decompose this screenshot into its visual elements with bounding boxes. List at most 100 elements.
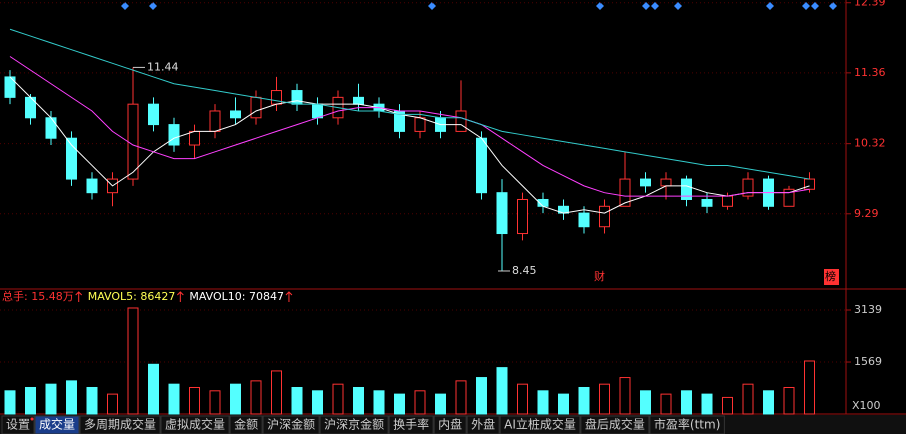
- tab-background: [229, 415, 263, 434]
- volume-bar: [107, 393, 118, 415]
- tab-background: [262, 415, 320, 434]
- volume-bar: [435, 393, 446, 415]
- event-marker: 榜: [825, 269, 836, 283]
- tab-background: [319, 415, 389, 434]
- tab-background: [466, 415, 500, 434]
- tab[interactable]: AI立桩成交量: [504, 417, 576, 432]
- candle-body: [783, 188, 795, 207]
- volume-bar: [763, 390, 774, 415]
- moving-average-line: [9, 76, 810, 214]
- tab-background: [580, 415, 650, 434]
- candle-body: [168, 124, 180, 146]
- tab[interactable]: 盘后成交量: [585, 417, 645, 432]
- candle-body: [353, 96, 364, 105]
- volume-bar: [271, 370, 282, 415]
- volume-bar: [414, 390, 426, 415]
- candle-body: [599, 205, 610, 228]
- candle-body: [86, 178, 98, 194]
- tab[interactable]: 成交量: [39, 417, 75, 432]
- candle-body: [455, 110, 467, 132]
- high-annotation: 11.44: [147, 60, 179, 73]
- tab[interactable]: 外盘: [471, 417, 495, 432]
- tab[interactable]: 沪深金额: [267, 417, 315, 432]
- tab[interactable]: 金额: [234, 417, 258, 432]
- candle-body: [230, 110, 241, 119]
- moving-average-line: [9, 56, 810, 197]
- unit-label: X100: [852, 399, 881, 412]
- tab[interactable]: 设置: [6, 418, 30, 432]
- tab[interactable]: 内盘: [438, 417, 462, 432]
- candle-body: [742, 178, 754, 197]
- candle-body: [660, 178, 672, 187]
- tab[interactable]: 换手率: [393, 417, 429, 432]
- candle-body: [209, 110, 221, 132]
- y-tick-label: 3139: [854, 303, 882, 316]
- candle-body: [148, 103, 159, 126]
- volume-bar: [209, 390, 221, 415]
- candle-body: [619, 178, 631, 207]
- y-tick-label: 1569: [854, 355, 882, 368]
- candle-body: [250, 96, 262, 119]
- candle-body: [722, 195, 733, 207]
- volume-bar: [312, 390, 323, 415]
- volume-bar: [394, 393, 405, 415]
- volume-bar: [496, 367, 508, 415]
- candle-body: [578, 212, 590, 228]
- volume-bar: [640, 390, 651, 415]
- volume-bar: [476, 377, 487, 415]
- volume-bar: [701, 393, 713, 415]
- tab-background: [79, 415, 161, 434]
- tab[interactable]: 多周期成交量: [84, 417, 156, 432]
- event-marker-box: [824, 269, 839, 285]
- tab-background: [499, 415, 581, 434]
- tab-background: [160, 415, 230, 434]
- tab-background: [34, 415, 80, 434]
- event-diamonds: [121, 2, 837, 10]
- tab[interactable]: 市盈率(ttm): [654, 417, 720, 432]
- candle-body: [66, 137, 77, 180]
- candle-body: [496, 192, 508, 235]
- candle-body: [271, 90, 282, 105]
- indicator-header: MAVOL10: 70847: [189, 290, 284, 303]
- volume-bar: [681, 390, 692, 415]
- candle-body: [127, 103, 139, 180]
- volume-bar: [168, 383, 180, 415]
- tab-background: [388, 415, 434, 434]
- moving-average-line: [9, 28, 810, 180]
- volume-bar: [619, 377, 631, 415]
- volume-bar: [722, 396, 733, 415]
- volume-bar: [45, 383, 57, 415]
- volume-bar: [148, 363, 159, 415]
- volume-bar: [537, 390, 549, 415]
- volume-bar: [373, 390, 385, 415]
- volume-bar: [291, 386, 303, 415]
- volume-bar: [250, 380, 262, 415]
- volume-bar: [25, 386, 36, 415]
- low-annotation: 8.45: [512, 264, 537, 277]
- tab[interactable]: 沪深京金额: [324, 417, 384, 432]
- volume-bar: [86, 386, 98, 415]
- volume-bar: [660, 393, 672, 415]
- tab[interactable]: 虚拟成交量: [165, 417, 225, 432]
- volume-bar: [455, 380, 467, 415]
- candle-body: [517, 198, 528, 235]
- tab-background: [649, 415, 725, 434]
- volume-bar: [558, 393, 569, 415]
- indicator-header: 总手: 15.48万: [2, 289, 74, 303]
- candle-body: [701, 198, 713, 207]
- candle-body: [476, 137, 487, 194]
- candle-body: [414, 117, 426, 132]
- volume-bar: [353, 386, 364, 415]
- y-tick-label: 10.32: [854, 137, 886, 150]
- y-tick-label: 11.36: [854, 66, 886, 79]
- up-arrow: [285, 291, 293, 302]
- volume-bar: [332, 383, 344, 415]
- tab-background: [433, 415, 467, 434]
- tab-dot: [30, 417, 34, 421]
- volume-bar: [578, 386, 590, 415]
- volume-bar: [189, 386, 200, 415]
- volume-bar: [599, 383, 610, 415]
- volume-bar: [66, 380, 77, 415]
- volume-bar: [230, 383, 241, 415]
- candle-body: [189, 130, 200, 146]
